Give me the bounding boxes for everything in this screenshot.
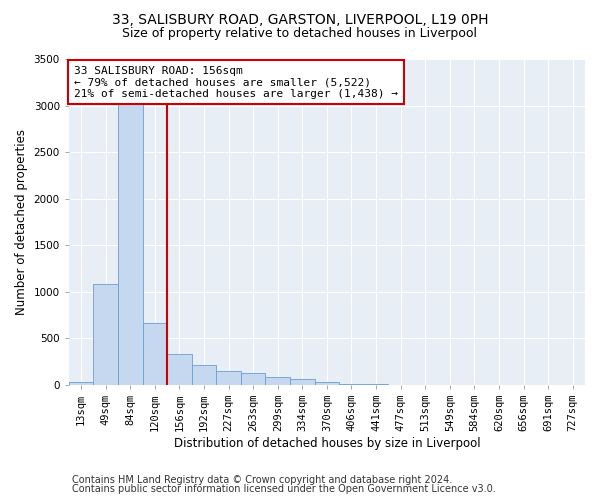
Bar bbox=[265, 377, 290, 385]
Bar bbox=[167, 354, 192, 385]
Bar bbox=[192, 366, 217, 385]
Bar bbox=[143, 322, 167, 385]
Bar bbox=[217, 371, 241, 385]
Bar bbox=[314, 382, 339, 385]
Bar bbox=[241, 373, 265, 385]
Bar bbox=[118, 73, 143, 385]
Text: 33, SALISBURY ROAD, GARSTON, LIVERPOOL, L19 0PH: 33, SALISBURY ROAD, GARSTON, LIVERPOOL, … bbox=[112, 12, 488, 26]
Bar bbox=[290, 380, 314, 385]
Bar bbox=[364, 384, 388, 385]
Bar bbox=[339, 384, 364, 385]
Text: Contains public sector information licensed under the Open Government Licence v3: Contains public sector information licen… bbox=[72, 484, 496, 494]
Bar bbox=[94, 284, 118, 385]
Y-axis label: Number of detached properties: Number of detached properties bbox=[15, 129, 28, 315]
Text: Contains HM Land Registry data © Crown copyright and database right 2024.: Contains HM Land Registry data © Crown c… bbox=[72, 475, 452, 485]
Text: 33 SALISBURY ROAD: 156sqm
← 79% of detached houses are smaller (5,522)
21% of se: 33 SALISBURY ROAD: 156sqm ← 79% of detac… bbox=[74, 66, 398, 98]
X-axis label: Distribution of detached houses by size in Liverpool: Distribution of detached houses by size … bbox=[173, 437, 480, 450]
Bar bbox=[69, 382, 94, 385]
Text: Size of property relative to detached houses in Liverpool: Size of property relative to detached ho… bbox=[122, 28, 478, 40]
